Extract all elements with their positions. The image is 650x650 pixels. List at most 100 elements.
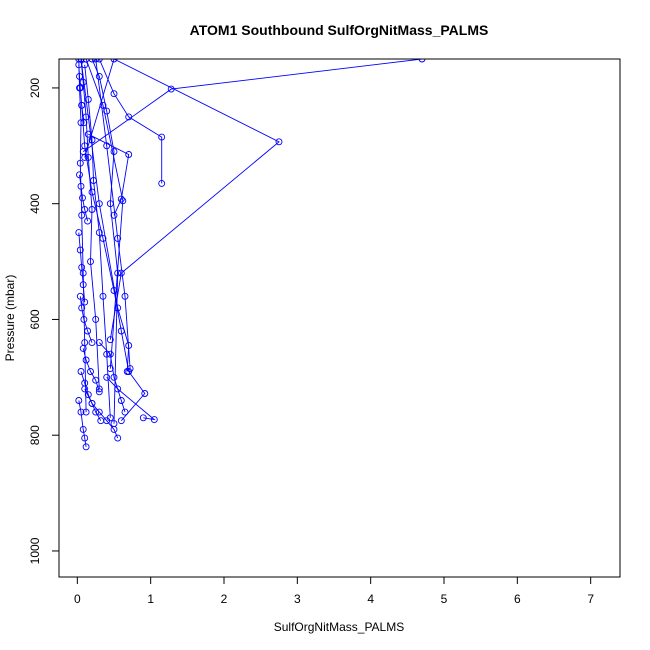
series-line bbox=[81, 105, 146, 421]
data-point bbox=[84, 153, 92, 161]
data-point bbox=[92, 376, 100, 384]
data-point bbox=[78, 263, 86, 271]
data-point bbox=[97, 417, 105, 425]
data-point bbox=[110, 90, 118, 98]
data-point bbox=[88, 59, 96, 63]
series-line bbox=[106, 376, 156, 421]
data-point bbox=[117, 417, 125, 425]
data-point bbox=[92, 408, 100, 416]
x-tick-label: 7 bbox=[587, 592, 594, 606]
data-point bbox=[81, 298, 89, 306]
data-point bbox=[117, 195, 125, 203]
series-line bbox=[79, 174, 89, 222]
data-point bbox=[76, 246, 84, 254]
data-point bbox=[126, 365, 134, 373]
data-point bbox=[76, 292, 84, 300]
series-line bbox=[79, 296, 93, 343]
data-point bbox=[81, 206, 89, 213]
data-point bbox=[95, 200, 103, 208]
data-point bbox=[77, 59, 85, 63]
data-point bbox=[95, 72, 103, 80]
data-point bbox=[117, 397, 125, 404]
data-point bbox=[88, 206, 96, 213]
chart-title: ATOM1 Southbound SulfOrgNitMass_PALMS bbox=[190, 22, 489, 38]
data-point bbox=[119, 197, 127, 205]
x-tick-label: 0 bbox=[74, 592, 81, 606]
data-point bbox=[81, 153, 89, 161]
series-line bbox=[98, 342, 126, 413]
data-point bbox=[79, 194, 86, 202]
data-point bbox=[76, 159, 84, 167]
plot-layer bbox=[75, 59, 426, 451]
data-point bbox=[103, 107, 111, 115]
data-point bbox=[99, 101, 107, 109]
data-point bbox=[75, 61, 83, 69]
x-axis-label: SulfOrgNitMass_PALMS bbox=[274, 620, 404, 634]
data-point bbox=[88, 188, 96, 196]
data-point bbox=[110, 59, 118, 63]
data-point bbox=[82, 59, 90, 63]
y-axis-label: Pressure (mbar) bbox=[3, 275, 17, 362]
series-line bbox=[84, 64, 111, 418]
x-tick-label: 5 bbox=[441, 592, 448, 606]
data-point bbox=[76, 84, 84, 92]
data-point bbox=[103, 373, 111, 381]
data-point bbox=[150, 416, 158, 424]
x-tick-label: 2 bbox=[221, 592, 228, 606]
data-point bbox=[106, 365, 114, 373]
data-point bbox=[77, 368, 85, 375]
data-point bbox=[87, 258, 94, 266]
data-point bbox=[110, 211, 118, 219]
data-point bbox=[78, 304, 86, 312]
series-line bbox=[80, 371, 102, 421]
y-tick-label: 200 bbox=[28, 78, 42, 98]
data-point bbox=[103, 142, 111, 150]
data-point bbox=[75, 229, 83, 237]
x-tick-label: 1 bbox=[147, 592, 154, 606]
series-line bbox=[84, 59, 280, 340]
x-tick-label: 6 bbox=[514, 592, 521, 606]
series-line bbox=[80, 59, 130, 372]
data-point bbox=[106, 336, 114, 344]
data-point bbox=[114, 434, 122, 442]
series-line bbox=[85, 59, 124, 369]
series-line bbox=[84, 388, 119, 439]
data-point bbox=[79, 425, 87, 433]
data-point bbox=[84, 327, 92, 335]
data-point bbox=[75, 397, 83, 404]
data-point bbox=[87, 368, 94, 375]
data-point bbox=[77, 119, 85, 127]
data-point bbox=[95, 339, 103, 347]
data-point bbox=[80, 315, 88, 323]
data-point bbox=[84, 130, 92, 138]
series-line bbox=[82, 59, 423, 152]
data-point bbox=[275, 138, 283, 146]
data-point bbox=[92, 59, 100, 63]
data-point bbox=[121, 408, 129, 416]
data-point bbox=[80, 119, 88, 127]
data-point bbox=[95, 408, 103, 416]
data-point bbox=[81, 434, 89, 442]
data-point bbox=[95, 388, 103, 396]
data-point bbox=[81, 379, 89, 387]
x-tick-label: 4 bbox=[367, 592, 374, 606]
data-point bbox=[158, 179, 166, 187]
data-point bbox=[99, 292, 107, 300]
data-point bbox=[77, 408, 85, 416]
data-point bbox=[110, 373, 118, 381]
data-point bbox=[88, 339, 96, 347]
data-point bbox=[418, 59, 426, 63]
data-point bbox=[106, 350, 114, 358]
data-point bbox=[110, 425, 118, 433]
data-point bbox=[114, 234, 122, 242]
data-point bbox=[76, 171, 83, 179]
data-point bbox=[125, 151, 133, 158]
plot-frame bbox=[58, 58, 621, 578]
series-line bbox=[95, 59, 131, 369]
data-point bbox=[139, 414, 147, 422]
data-point bbox=[84, 391, 92, 399]
data-point bbox=[78, 101, 86, 109]
data-point bbox=[78, 211, 86, 219]
data-point bbox=[84, 96, 92, 103]
